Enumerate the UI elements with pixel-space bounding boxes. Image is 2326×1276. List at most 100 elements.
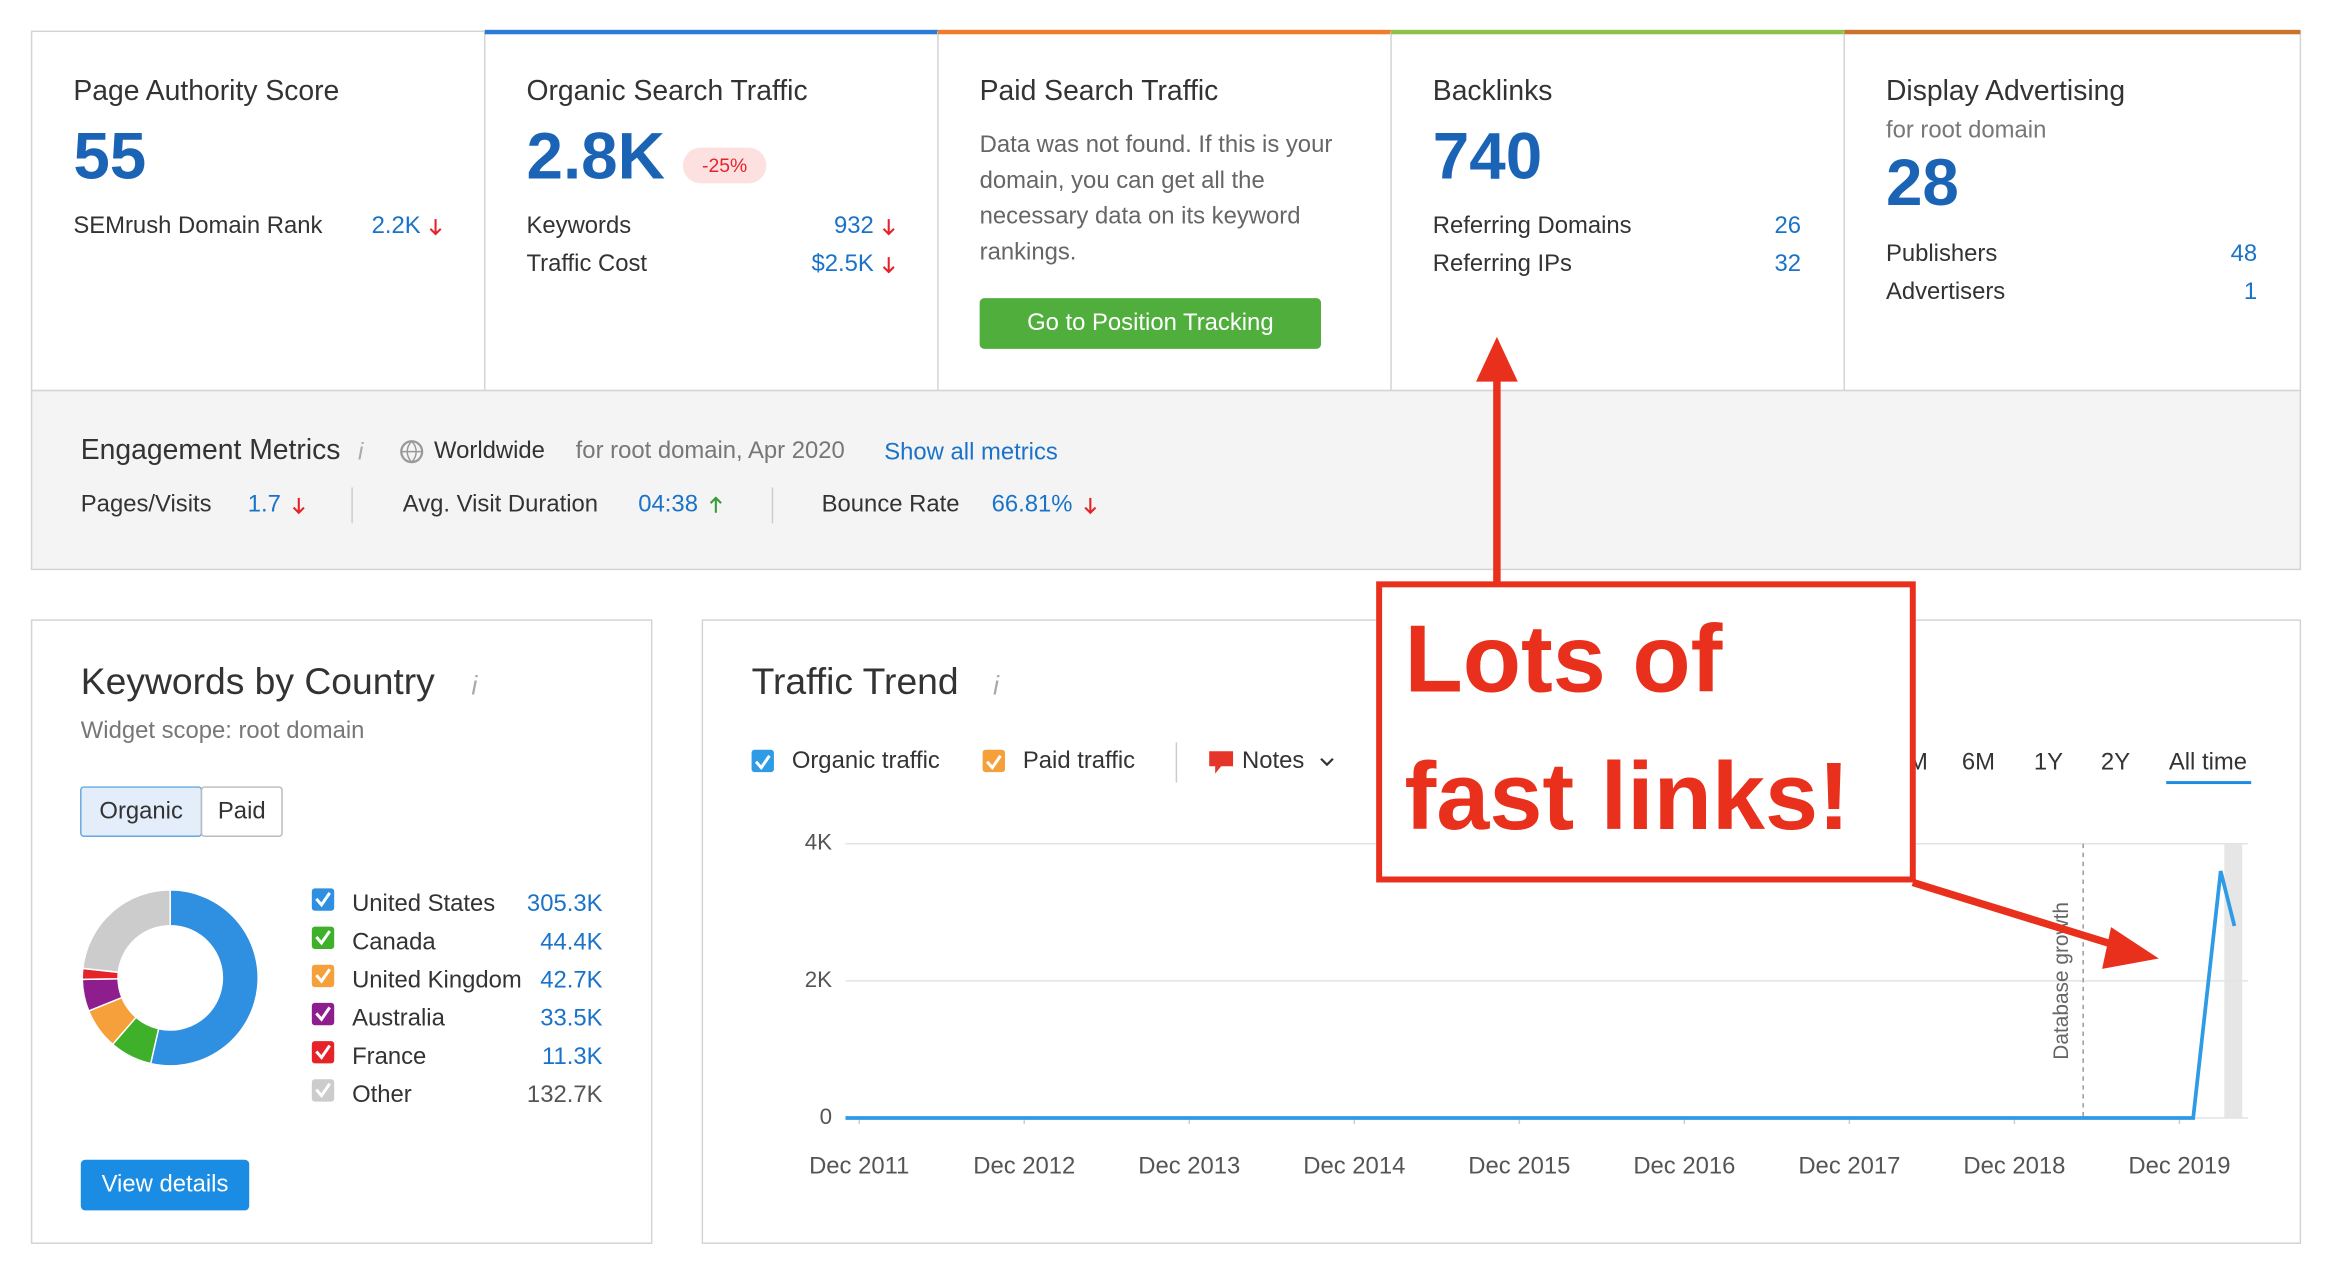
card-title: Page Authority Score (73, 75, 339, 107)
engagement-title: Engagement Metrics (81, 434, 341, 466)
legend-checkbox (311, 1041, 335, 1064)
card-value: 28 (1886, 146, 1959, 219)
metric-label: Bounce Rate (822, 491, 960, 518)
row-value: 1 (2244, 278, 2257, 305)
legend-check (754, 754, 771, 771)
row-value: 932 (834, 212, 874, 239)
scope: for root domain, Apr 2020 (576, 437, 845, 464)
card-accent (937, 29, 1392, 35)
period-button[interactable]: 1Y (2034, 749, 2063, 776)
callout-arrowhead (2102, 927, 2159, 969)
row-label: Publishers (1886, 240, 1997, 267)
callout-box (1376, 581, 1916, 883)
legend-check (315, 1006, 331, 1022)
trend-arrow (882, 219, 895, 236)
trend-arrow (292, 497, 305, 515)
metric-value: 04:38 (638, 491, 698, 518)
tab[interactable]: Organic (99, 798, 183, 825)
x-tick-label: Dec 2016 (1633, 1152, 1735, 1179)
legend-checkbox (311, 1002, 335, 1026)
legend-value: 33.5K (540, 1005, 602, 1032)
legend-check (315, 1044, 331, 1060)
panel-title: Traffic Trend (752, 660, 959, 702)
view-details-button[interactable]: View details (102, 1170, 229, 1197)
card-accent (1844, 29, 2301, 35)
panel-scope: Widget scope: root domain (81, 717, 365, 744)
legend-label[interactable]: Organic traffic (792, 747, 940, 774)
x-tick-label: Dec 2015 (1468, 1152, 1570, 1179)
legend-checkbox (311, 964, 335, 988)
show-all-link[interactable]: Show all metrics (884, 438, 1058, 465)
card-text-box: Data was not found. If this is your doma… (979, 132, 1333, 266)
x-tick-label: Dec 2013 (1138, 1152, 1240, 1179)
legend-checkbox (311, 926, 335, 949)
x-tick-label: Dec 2018 (1963, 1152, 2065, 1179)
card-title: Paid Search Traffic (980, 75, 1219, 107)
row-label: Traffic Cost (526, 250, 647, 277)
metric-label: Pages/Visits (81, 491, 212, 518)
metric-value: 1.7 (248, 491, 281, 518)
legend-value: 11.3K (542, 1043, 603, 1070)
legend-label[interactable]: Paid traffic (1023, 747, 1135, 774)
legend-checkbox (982, 749, 1005, 773)
period-button[interactable]: 2Y (2101, 749, 2130, 776)
y-tick-label: 0 (820, 1104, 832, 1129)
legend-check (985, 754, 1002, 771)
card-accent (1391, 29, 1845, 35)
period-button[interactable]: 6M (1962, 749, 1995, 776)
trend-arrow (882, 257, 895, 274)
legend-check (315, 892, 331, 908)
card-subtitle: for root domain (1886, 116, 2046, 143)
x-tick-label: Dec 2011 (809, 1152, 909, 1179)
tab[interactable]: Paid (218, 798, 266, 825)
legend-check (315, 1082, 331, 1099)
donut-slice (149, 889, 259, 1067)
callout-text-box: Lots of fast links! (1404, 605, 1850, 850)
row-value: 48 (2231, 240, 2258, 267)
period-button[interactable]: All time (2169, 749, 2247, 776)
engagement-panel (30, 389, 2302, 571)
info-icon: i (358, 438, 364, 465)
card-text: Data was not found. If this is your doma… (979, 132, 1333, 266)
trend-arrow (1084, 497, 1097, 515)
card-title: Backlinks (1433, 75, 1553, 107)
card-title: Display Advertising (1886, 75, 2125, 107)
card-value: 740 (1433, 119, 1542, 192)
x-tick-label: Dec 2014 (1303, 1152, 1405, 1179)
legend-value: 305.3K (527, 890, 603, 917)
trend-arrow (429, 219, 442, 236)
metric-value: 66.81% (992, 491, 1073, 518)
trend-line (845, 870, 2237, 1120)
legend-checkbox (751, 749, 774, 773)
metric-label: Avg. Visit Duration (403, 491, 598, 518)
x-tick-label: Dec 2019 (2128, 1152, 2230, 1179)
card-value: 55 (73, 119, 146, 192)
action-button[interactable]: Go to Position Tracking (1027, 309, 1274, 336)
notes-toggle[interactable]: Notes (1242, 747, 1304, 774)
legend-label: United States (352, 890, 495, 917)
legend-value: 42.7K (540, 966, 602, 993)
row-value: $2.5K (812, 250, 874, 277)
row-label: Advertisers (1886, 278, 2005, 305)
donut-slice (81, 889, 171, 974)
row-value: 32 (1774, 250, 1801, 277)
callout-text: Lots of fast links! (1404, 605, 1850, 850)
y-tick-label: 4K (805, 830, 832, 855)
annotation-text: Database growth (2050, 902, 2073, 1060)
row-value: 2.2K (372, 212, 421, 239)
info-icon: i (471, 670, 478, 700)
legend-check (315, 930, 331, 946)
trend-arrow (709, 496, 722, 513)
x-tick-label: Dec 2012 (973, 1152, 1075, 1179)
legend-label: Canada (352, 928, 436, 955)
legend-label: United Kingdom (352, 966, 522, 993)
legend-label: France (352, 1043, 426, 1070)
region: Worldwide (434, 437, 545, 464)
row-value: 26 (1774, 212, 1801, 239)
notes-icon (1209, 751, 1234, 774)
legend-label: Other (352, 1081, 412, 1108)
callout-arrow (1911, 878, 2126, 952)
row-label: SEMrush Domain Rank (73, 212, 322, 239)
info-icon: i (993, 670, 1000, 700)
